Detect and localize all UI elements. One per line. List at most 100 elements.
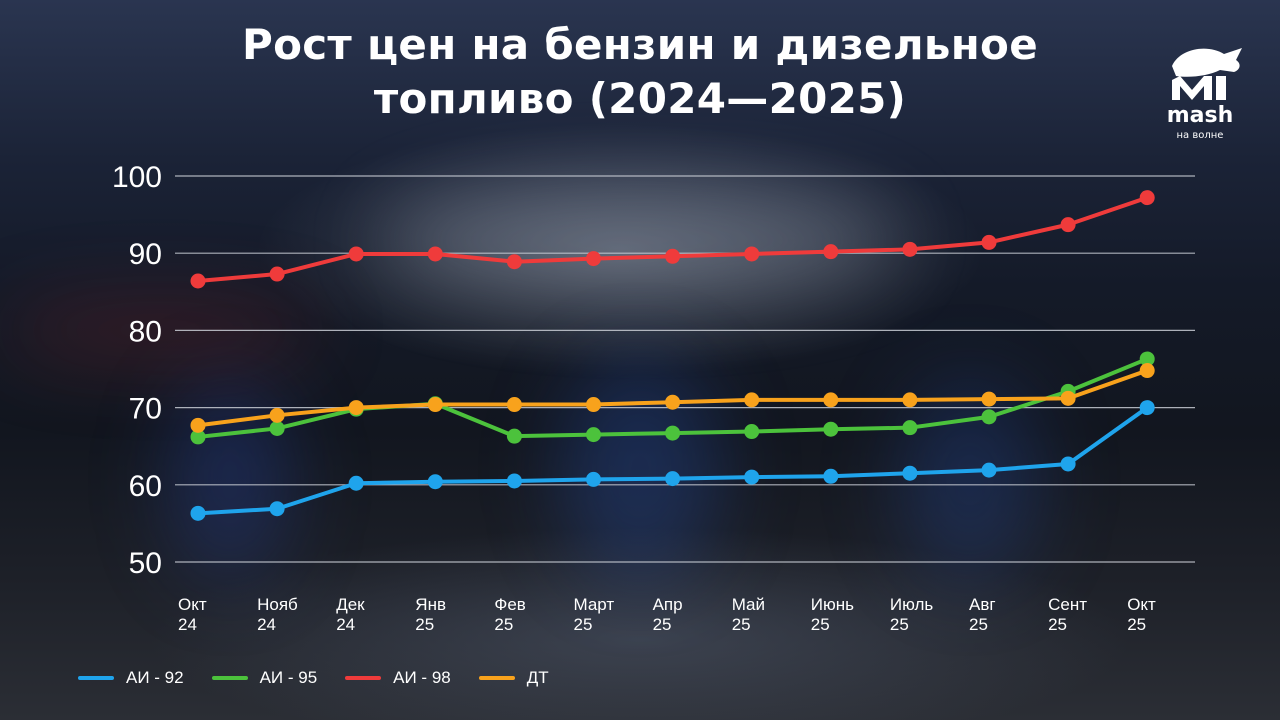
data-point bbox=[1139, 363, 1155, 379]
data-point bbox=[427, 246, 443, 262]
background-canopy-glow bbox=[380, 180, 900, 300]
x-tick-label-year: 25 bbox=[969, 615, 988, 634]
data-point bbox=[190, 273, 206, 289]
y-tick-label: 100 bbox=[112, 161, 162, 194]
y-tick-label: 70 bbox=[129, 393, 162, 426]
data-point bbox=[348, 400, 364, 416]
data-point bbox=[823, 392, 839, 408]
y-tick-label: 90 bbox=[129, 238, 162, 271]
series-lines bbox=[190, 190, 1155, 521]
legend-item: АИ - 95 bbox=[211, 666, 318, 690]
x-tick-label: Июнь bbox=[811, 595, 854, 614]
data-point bbox=[981, 409, 997, 425]
data-point bbox=[981, 234, 997, 250]
data-point bbox=[1060, 217, 1076, 233]
x-tick-label-year: 25 bbox=[890, 615, 909, 634]
y-tick-label: 60 bbox=[129, 470, 162, 503]
data-point bbox=[427, 474, 443, 490]
x-tick-label-year: 25 bbox=[1127, 615, 1146, 634]
data-point bbox=[665, 394, 681, 410]
x-tick-label: Окт bbox=[1127, 595, 1156, 614]
legend-label: АИ - 92 bbox=[126, 668, 184, 687]
x-tick-label-year: 24 bbox=[257, 615, 276, 634]
x-tick-label: Авг bbox=[969, 595, 996, 614]
series-2 bbox=[190, 190, 1155, 289]
y-tick-label: 50 bbox=[129, 547, 162, 580]
y-axis-tick-labels: 50 60 70 80 90 100 bbox=[112, 161, 162, 580]
data-point bbox=[823, 468, 839, 484]
data-point bbox=[902, 465, 918, 481]
background-pump-right bbox=[900, 380, 1040, 580]
series-line bbox=[196, 195, 1150, 283]
data-point bbox=[981, 462, 997, 478]
data-point bbox=[586, 427, 601, 443]
data-point bbox=[1139, 400, 1155, 416]
data-point bbox=[190, 505, 206, 521]
data-point bbox=[190, 429, 206, 445]
x-tick-label: Июль bbox=[890, 595, 934, 614]
data-point bbox=[744, 424, 760, 440]
x-tick-label-year: 24 bbox=[178, 615, 197, 634]
x-tick-label-year: 25 bbox=[653, 615, 672, 634]
legend: АИ - 92 АИ - 95 АИ - 98 ДТ bbox=[78, 666, 549, 690]
data-point bbox=[269, 407, 285, 423]
x-tick-label-year: 25 bbox=[811, 615, 830, 634]
data-point bbox=[190, 417, 206, 433]
data-point bbox=[348, 246, 364, 262]
legend-item: АИ - 92 bbox=[78, 666, 184, 690]
x-axis-tick-labels: Окт24Нояб24Дек24Янв25Фев25Март25Апр25Май… bbox=[178, 595, 1156, 634]
x-tick-label: Апр bbox=[653, 595, 683, 614]
x-tick-label: Сент bbox=[1048, 595, 1087, 614]
data-point bbox=[902, 420, 918, 436]
x-tick-label: Янв bbox=[415, 595, 446, 614]
data-point bbox=[744, 246, 760, 262]
x-tick-label-year: 25 bbox=[574, 615, 593, 634]
series-0 bbox=[190, 400, 1155, 521]
data-point bbox=[981, 391, 997, 407]
data-point bbox=[1060, 390, 1076, 406]
data-point bbox=[1139, 190, 1155, 206]
data-point bbox=[269, 420, 285, 436]
data-point bbox=[506, 428, 522, 444]
data-point bbox=[506, 397, 522, 413]
x-tick-label-year: 25 bbox=[415, 615, 434, 634]
x-tick-label-year: 25 bbox=[1048, 615, 1067, 634]
x-tick-label: Нояб bbox=[257, 595, 298, 614]
x-tick-label-year: 24 bbox=[336, 615, 355, 634]
data-point bbox=[1139, 351, 1155, 367]
series-3 bbox=[190, 363, 1155, 433]
data-point bbox=[586, 397, 601, 413]
legend-label: АИ - 95 bbox=[259, 668, 318, 687]
data-point bbox=[586, 471, 601, 487]
data-point bbox=[506, 254, 522, 270]
data-point bbox=[348, 475, 364, 491]
x-tick-label: Фев bbox=[494, 595, 525, 614]
data-point bbox=[665, 425, 681, 441]
legend-label: ДТ bbox=[526, 668, 549, 687]
data-point bbox=[823, 244, 839, 260]
y-tick-label: 80 bbox=[129, 315, 162, 348]
legend-swatch bbox=[78, 676, 114, 680]
data-point bbox=[744, 392, 760, 408]
legend-item: ДТ bbox=[478, 666, 549, 690]
x-tick-label-year: 25 bbox=[732, 615, 751, 634]
data-point bbox=[823, 421, 839, 437]
data-point bbox=[665, 248, 681, 264]
chart-title: Рост цен на бензин и дизельное топливо (… bbox=[241, 20, 1038, 123]
series-line bbox=[196, 405, 1150, 516]
x-tick-label: Март bbox=[574, 595, 615, 614]
x-tick-label: Май bbox=[732, 595, 765, 614]
x-tick-label: Дек bbox=[336, 595, 365, 614]
data-point bbox=[427, 397, 443, 413]
data-point bbox=[902, 241, 918, 257]
logo-tagline: на волне bbox=[1176, 130, 1224, 141]
legend-swatch bbox=[345, 676, 382, 680]
data-point bbox=[902, 392, 918, 408]
background-pump-center bbox=[560, 360, 720, 580]
logo-wordmark: mash bbox=[1166, 103, 1234, 128]
x-tick-label: Окт bbox=[178, 595, 207, 614]
legend-swatch bbox=[478, 676, 515, 680]
data-point bbox=[744, 469, 760, 485]
mash-logo-icon bbox=[1172, 48, 1242, 100]
legend-label: АИ - 98 bbox=[393, 668, 451, 687]
